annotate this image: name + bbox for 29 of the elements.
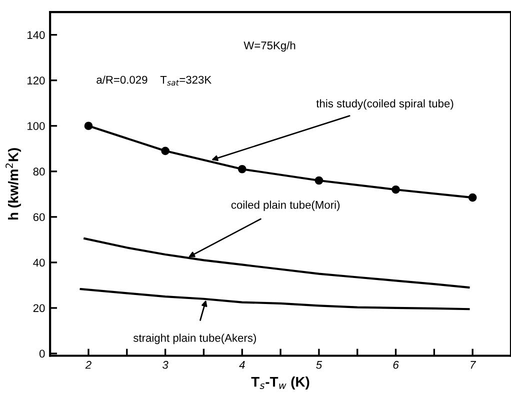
x-tick-label: 4 <box>239 361 245 369</box>
annotation: coiled plain tube(Mori) <box>231 200 340 211</box>
y-tick-label: 20 <box>33 304 45 312</box>
x-tick-label: 6 <box>393 360 399 369</box>
point <box>314 176 324 185</box>
line-series <box>80 288 470 310</box>
y-tick-label: 40 <box>33 258 45 267</box>
x-tick-label: 5 <box>316 361 322 369</box>
x-tick-label: 2 <box>85 360 92 369</box>
y-tick-label: 100 <box>28 122 45 130</box>
x-axis-title: T$_{s}$-T$_{w}$ (K) <box>251 376 310 390</box>
y-tick-label: 120 <box>28 76 45 84</box>
point <box>468 193 477 202</box>
x-tick-label: 7 <box>470 361 476 369</box>
y-tick-label: 80 <box>33 168 45 176</box>
point <box>161 146 170 156</box>
annotation: this study(coiled spiral tube) <box>316 99 454 110</box>
y-tick-label: 60 <box>33 213 45 222</box>
point <box>84 122 93 130</box>
point <box>392 185 400 194</box>
annotation: straight plain tube(Akers) <box>133 334 256 344</box>
line-series <box>84 238 470 289</box>
annotation: W=75Kg/h <box>244 41 296 52</box>
y-axis-title: h (kw/m$^{2}$K) <box>6 148 21 220</box>
y-tick-label: 0 <box>39 350 45 358</box>
annotation: a/R=0.029 T$_{sat}$=323K <box>96 76 212 86</box>
point <box>238 164 246 174</box>
y-tick-label: 140 <box>28 31 45 39</box>
x-tick-label: 3 <box>162 360 168 369</box>
